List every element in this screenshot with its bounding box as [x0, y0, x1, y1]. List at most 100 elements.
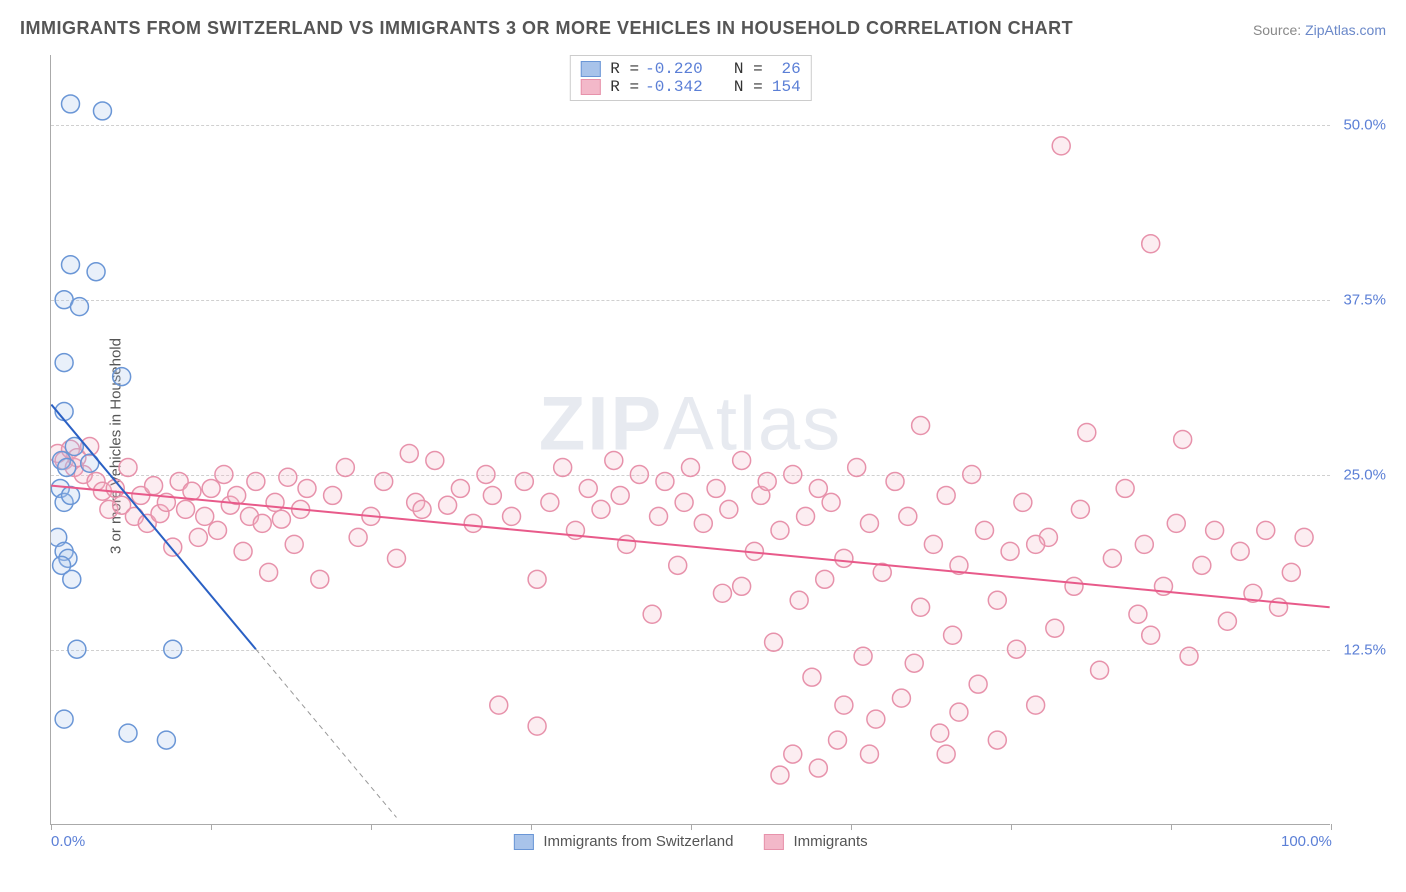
y-tick-label: 25.0% [1343, 467, 1386, 484]
scatter-point [643, 605, 661, 623]
scatter-point [1142, 626, 1160, 644]
scatter-point [694, 514, 712, 532]
x-tick-mark [531, 824, 532, 830]
scatter-point [298, 479, 316, 497]
source-link[interactable]: ZipAtlas.com [1305, 22, 1386, 38]
scatter-point [720, 500, 738, 518]
scatter-point [758, 472, 776, 490]
scatter-point [1295, 528, 1313, 546]
scatter-point [68, 640, 86, 658]
scatter-point [58, 458, 76, 476]
scatter-point [592, 500, 610, 518]
chart-title: IMMIGRANTS FROM SWITZERLAND VS IMMIGRANT… [20, 18, 1073, 39]
scatter-point [650, 507, 668, 525]
scatter-point [541, 493, 559, 511]
scatter-point [886, 472, 904, 490]
scatter-point [145, 477, 163, 495]
scatter-point [784, 465, 802, 483]
scatter-point [1180, 647, 1198, 665]
scatter-point [439, 496, 457, 514]
scatter-point [279, 468, 297, 486]
legend-r-label: R = [610, 60, 639, 78]
scatter-point [55, 710, 73, 728]
scatter-point [260, 563, 278, 581]
scatter-point [1027, 535, 1045, 553]
scatter-point [62, 486, 80, 504]
scatter-point [950, 703, 968, 721]
scatter-point [988, 731, 1006, 749]
scatter-point [1257, 521, 1275, 539]
scatter-point [157, 731, 175, 749]
scatter-point [733, 577, 751, 595]
scatter-point [1052, 137, 1070, 155]
scatter-point [387, 549, 405, 567]
legend-correlation-box: R = -0.220 N = 26 R = -0.342 N = 154 [569, 55, 811, 101]
legend-item-switzerland: Immigrants from Switzerland [513, 833, 733, 850]
scatter-point [579, 479, 597, 497]
scatter-point [311, 570, 329, 588]
y-tick-label: 12.5% [1343, 642, 1386, 659]
scatter-point [860, 745, 878, 763]
scatter-point [1027, 696, 1045, 714]
scatter-point [682, 458, 700, 476]
scatter-point [618, 535, 636, 553]
scatter-point [784, 745, 802, 763]
scatter-point [63, 570, 81, 588]
scatter-point [1206, 521, 1224, 539]
plot-area: R = -0.220 N = 26 R = -0.342 N = 154 ZIP… [50, 55, 1330, 825]
scatter-point [707, 479, 725, 497]
scatter-point [426, 451, 444, 469]
scatter-point [829, 731, 847, 749]
scatter-point [605, 451, 623, 469]
scatter-point [375, 472, 393, 490]
legend-row-1: R = -0.220 N = 26 [580, 60, 800, 78]
scatter-point [809, 479, 827, 497]
scatter-point [1231, 542, 1249, 560]
scatter-point [1116, 479, 1134, 497]
scatter-point [937, 745, 955, 763]
scatter-point [835, 549, 853, 567]
scatter-point [266, 493, 284, 511]
legend-label-immigrants: Immigrants [793, 833, 867, 850]
scatter-point [164, 640, 182, 658]
scatter-point [1078, 424, 1096, 442]
scatter-point [822, 493, 840, 511]
scatter-point [477, 465, 495, 483]
scatter-point [860, 514, 878, 532]
scatter-point [809, 759, 827, 777]
legend-r-value-2: -0.342 [645, 78, 703, 96]
scatter-point [771, 766, 789, 784]
legend-n-label: N = [734, 60, 763, 78]
scatter-point [797, 507, 815, 525]
legend-n-label: N = [734, 78, 763, 96]
scatter-point [515, 472, 533, 490]
x-tick-label: 100.0% [1281, 833, 1332, 850]
scatter-point [234, 542, 252, 560]
scatter-point [451, 479, 469, 497]
scatter-point [963, 465, 981, 483]
scatter-point [189, 528, 207, 546]
scatter-point [733, 451, 751, 469]
scatter-point [765, 633, 783, 651]
scatter-point [62, 256, 80, 274]
x-tick-mark [371, 824, 372, 830]
scatter-point [669, 556, 687, 574]
legend-r-value-1: -0.220 [645, 60, 703, 78]
scatter-point [630, 465, 648, 483]
scatter-point [1218, 612, 1236, 630]
scatter-point [924, 535, 942, 553]
scatter-point [1065, 577, 1083, 595]
scatter-point [87, 263, 105, 281]
legend-label-switzerland: Immigrants from Switzerland [543, 833, 733, 850]
scatter-point [1007, 640, 1025, 658]
trend-line [256, 649, 397, 817]
legend-swatch-switzerland-icon [513, 834, 533, 850]
scatter-point [912, 417, 930, 435]
scatter-point [816, 570, 834, 588]
chart-container: IMMIGRANTS FROM SWITZERLAND VS IMMIGRANT… [0, 0, 1406, 892]
scatter-point [1135, 535, 1153, 553]
scatter-point [247, 472, 265, 490]
x-tick-mark [1331, 824, 1332, 830]
scatter-point [1014, 493, 1032, 511]
legend-row-2: R = -0.342 N = 154 [580, 78, 800, 96]
